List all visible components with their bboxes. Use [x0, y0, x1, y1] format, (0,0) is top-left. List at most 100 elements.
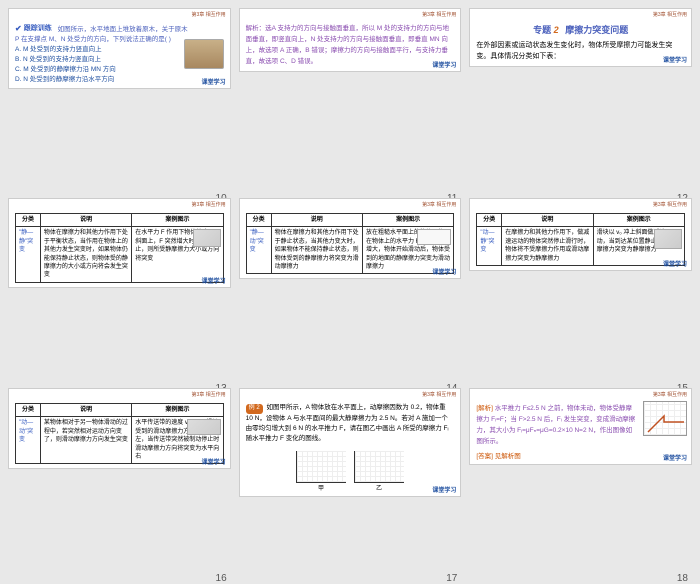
practice-label: ✔ 跟踪训练 [15, 23, 52, 33]
answer-block: [答案] 见解析图 [476, 450, 685, 460]
option-d: D. N 处受到的静摩擦力沿水平方向 [15, 75, 224, 85]
page-number: 17 [446, 573, 457, 584]
classification-table: 分类 说明 案例图示 "动—静"突变 在摩擦力和其他力作用下，做减速运动的物体突… [476, 213, 685, 266]
answer-label: [答案] [476, 453, 493, 460]
td-category: "动—静"突变 [477, 227, 502, 266]
slide-body: ✔ 跟踪训练 如图所示，水平地面上堆放着原木，关于原木 P 在支撑点 M、N 处… [9, 19, 230, 88]
slide-wrapper: 第3章 相互作用 解析：选A 支持力的方向与接触面垂直，所以 M 处的支持力的方… [239, 8, 462, 190]
td-category: "静—动"突变 [246, 227, 271, 274]
th-category: 分类 [477, 214, 502, 227]
slide-wrapper: 第3章 相互作用 分类 说明 案例图示 "动—静"突变 在摩擦力和其他力作用下，… [469, 198, 692, 380]
chart-b [354, 451, 404, 483]
slide-11: 第3章 相互作用 解析：选A 支持力的方向与接触面垂直，所以 M 处的支持力的方… [239, 8, 462, 72]
table-header-row: 分类 说明 案例图示 [16, 404, 224, 417]
slide-wrapper: 第3章 相互作用 分类 说明 案例图示 "静—动"突变 物体在摩擦力和其他力作用… [239, 198, 462, 380]
slide-header: 第3章 相互作用 [9, 9, 230, 19]
th-category: 分类 [246, 214, 271, 227]
slide-wrapper: 第3章 相互作用 [解析] 水平推力 F≤2.5 N 之前，物体未动，物体受静摩… [469, 388, 692, 570]
table-row: "静—静"突变 物体在摩擦力和其他力作用下处于平衡状态，当作用在物体上的其他力发… [16, 227, 224, 282]
slide-footer: 课堂学习 [663, 259, 687, 268]
slide-header: 第3章 相互作用 [240, 199, 461, 209]
chart-b-label: 乙 [354, 483, 404, 492]
slide-footer: 课堂学习 [202, 276, 226, 285]
chart-a-label: 甲 [296, 483, 346, 492]
slide-footer: 课堂学习 [432, 485, 456, 494]
slide-header: 第3章 相互作用 [470, 199, 691, 209]
th-desc: 说明 [40, 404, 131, 417]
logs-figure [184, 39, 224, 69]
chart-a-wrap: 甲 [296, 451, 346, 492]
topic-prefix: 专题 [533, 25, 551, 35]
slide-grid: 第3章 相互作用 ✔ 跟踪训练 如图所示，水平地面上堆放着原木，关于原木 P 在… [8, 8, 692, 570]
table-header-row: 分类 说明 案例图示 [477, 214, 685, 227]
incline-slide-diagram-icon [654, 229, 682, 249]
slide-footer: 课堂学习 [432, 267, 456, 276]
slide-18: 第3章 相互作用 [解析] 水平推力 F≤2.5 N 之前，物体未动，物体受静摩… [469, 388, 692, 465]
th-category: 分类 [16, 404, 41, 417]
slide-13: 第3章 相互作用 分类 说明 案例图示 "静—静"突变 物体在摩擦力和其他力作用… [8, 198, 231, 288]
slide-header: 第3章 相互作用 [470, 389, 691, 399]
practice-text: 跟踪训练 [24, 23, 52, 33]
slide-footer: 课堂学习 [663, 453, 687, 462]
th-desc: 说明 [271, 214, 362, 227]
td-desc: 物体在摩擦力和其他力作用下处于静止状态，当其他力变大时，如果物体不能保持静止状态… [271, 227, 362, 274]
example-tag: 例 2 [246, 404, 263, 414]
slide-header: 第3章 相互作用 [9, 389, 230, 399]
check-icon: ✔ [15, 24, 22, 33]
practice-row: ✔ 跟踪训练 如图所示，水平地面上堆放着原木，关于原木 [15, 23, 224, 35]
graph-line-icon [644, 402, 688, 437]
th-example: 案例图示 [593, 214, 684, 227]
slide-body: 分类 说明 案例图示 "动—静"突变 在摩擦力和其他力作用下，做减速运动的物体突… [470, 209, 691, 270]
page-number: 18 [677, 573, 688, 584]
conveyor-diagram-icon [187, 419, 221, 435]
topic-body-text: 在外部因素或运动状态发生变化时，物体所受摩擦力可能发生突变。具体情况分类如下表： [476, 40, 685, 62]
th-category: 分类 [16, 214, 41, 227]
chart-a [296, 451, 346, 483]
slide-12: 第3章 相互作用 专题 2 摩擦力突变问题 在外部因素或运动状态发生变化时，物体… [469, 8, 692, 67]
slide-footer: 课堂学习 [663, 55, 687, 64]
td-desc: 在摩擦力和其他力作用下，做减速运动的物体突然停止滑行时，物体将不受摩擦力作用或滑… [502, 227, 593, 266]
classification-table: 分类 说明 案例图示 "静—动"突变 物体在摩擦力和其他力作用下处于静止状态，当… [246, 213, 455, 274]
slide-wrapper: 第3章 相互作用 例 2 如图甲所示，A 物体放在水平面上，动摩擦因数为 0.2… [239, 388, 462, 570]
topic-title: 摩擦力突变问题 [565, 25, 628, 35]
slide-14: 第3章 相互作用 分类 说明 案例图示 "静—动"突变 物体在摩擦力和其他力作用… [239, 198, 462, 279]
slide-header: 第3章 相互作用 [240, 389, 461, 399]
slide-body: 解析：选A 支持力的方向与接触面垂直，所以 M 处的支持力的方向与地面垂直，即竖… [240, 19, 461, 71]
analysis-text: 水平推力 F≤2.5 N 之前，物体未动，物体受静摩擦力 Fᵢ=F；当 F>2.… [476, 405, 635, 445]
chart-row: 甲 乙 [246, 451, 455, 492]
slide-body: 分类 说明 案例图示 "静—静"突变 物体在摩擦力和其他力作用下处于平衡状态，当… [9, 209, 230, 287]
td-desc: 物体在摩擦力和其他力作用下处于平衡状态，当作用在物体上的其他力发生突变时，如果物… [40, 227, 131, 282]
slide-wrapper: 第3章 相互作用 ✔ 跟踪训练 如图所示，水平地面上堆放着原木，关于原木 P 在… [8, 8, 231, 190]
topic-heading: 专题 2 摩擦力突变问题 [476, 23, 685, 36]
slide-body: [解析] 水平推力 F≤2.5 N 之前，物体未动，物体受静摩擦力 Fᵢ=F；当… [470, 399, 691, 464]
explanation-text: 解析：选A 支持力的方向与接触面垂直，所以 M 处的支持力的方向与地面垂直，即竖… [246, 23, 455, 67]
table-header-row: 分类 说明 案例图示 [246, 214, 454, 227]
th-desc: 说明 [502, 214, 593, 227]
example-text: 如图甲所示，A 物体放在水平面上，动摩擦因数为 0.2，物体重 10 N，设物体… [246, 404, 449, 442]
result-graph [643, 401, 687, 436]
slide-body: 专题 2 摩擦力突变问题 在外部因素或运动状态发生变化时，物体所受摩擦力可能发生… [470, 19, 691, 66]
slide-15: 第3章 相互作用 分类 说明 案例图示 "动—静"突变 在摩擦力和其他力作用下，… [469, 198, 692, 271]
classification-table: 分类 说明 案例图示 "动—动"突变 某物体相对于另一物体滑动的过程中，若突然相… [15, 403, 224, 464]
slide-16: 第3章 相互作用 分类 说明 案例图示 "动—动"突变 某物体相对于另一物体滑动… [8, 388, 231, 469]
incline-diagram-icon [193, 229, 221, 247]
topic-number: 2 [554, 25, 559, 35]
slide-body: 例 2 如图甲所示，A 物体放在水平面上，动摩擦因数为 0.2，物体重 10 N… [240, 399, 461, 496]
slide-wrapper: 第3章 相互作用 分类 说明 案例图示 "动—动"突变 某物体相对于另一物体滑动… [8, 388, 231, 570]
table-header-row: 分类 说明 案例图示 [16, 214, 224, 227]
chart-b-wrap: 乙 [354, 451, 404, 492]
td-desc: 某物体相对于另一物体滑动的过程中，若突然相对运动方向变了，则滑动摩擦力方向发生突… [40, 417, 131, 464]
th-example: 案例图示 [132, 214, 223, 227]
page-number: 16 [216, 573, 227, 584]
slide-wrapper: 第3章 相互作用 专题 2 摩擦力突变问题 在外部因素或运动状态发生变化时，物体… [469, 8, 692, 190]
classification-table: 分类 说明 案例图示 "静—静"突变 物体在摩擦力和其他力作用下处于平衡状态，当… [15, 213, 224, 283]
slide-17: 第3章 相互作用 例 2 如图甲所示，A 物体放在水平面上，动摩擦因数为 0.2… [239, 388, 462, 497]
td-category: "动—动"突变 [16, 417, 41, 464]
answer-text: 见解析图 [495, 453, 521, 460]
slide-wrapper: 第3章 相互作用 分类 说明 案例图示 "静—静"突变 物体在摩擦力和其他力作用… [8, 198, 231, 380]
slide-footer: 课堂学习 [202, 77, 226, 86]
table-row: "动—静"突变 在摩擦力和其他力作用下，做减速运动的物体突然停止滑行时，物体将不… [477, 227, 685, 266]
table-row: "静—动"突变 物体在摩擦力和其他力作用下处于静止状态，当其他力变大时，如果物体… [246, 227, 454, 274]
slide-body: 分类 说明 案例图示 "静—动"突变 物体在摩擦力和其他力作用下处于静止状态，当… [240, 209, 461, 278]
slide-10: 第3章 相互作用 ✔ 跟踪训练 如图所示，水平地面上堆放着原木，关于原木 P 在… [8, 8, 231, 89]
